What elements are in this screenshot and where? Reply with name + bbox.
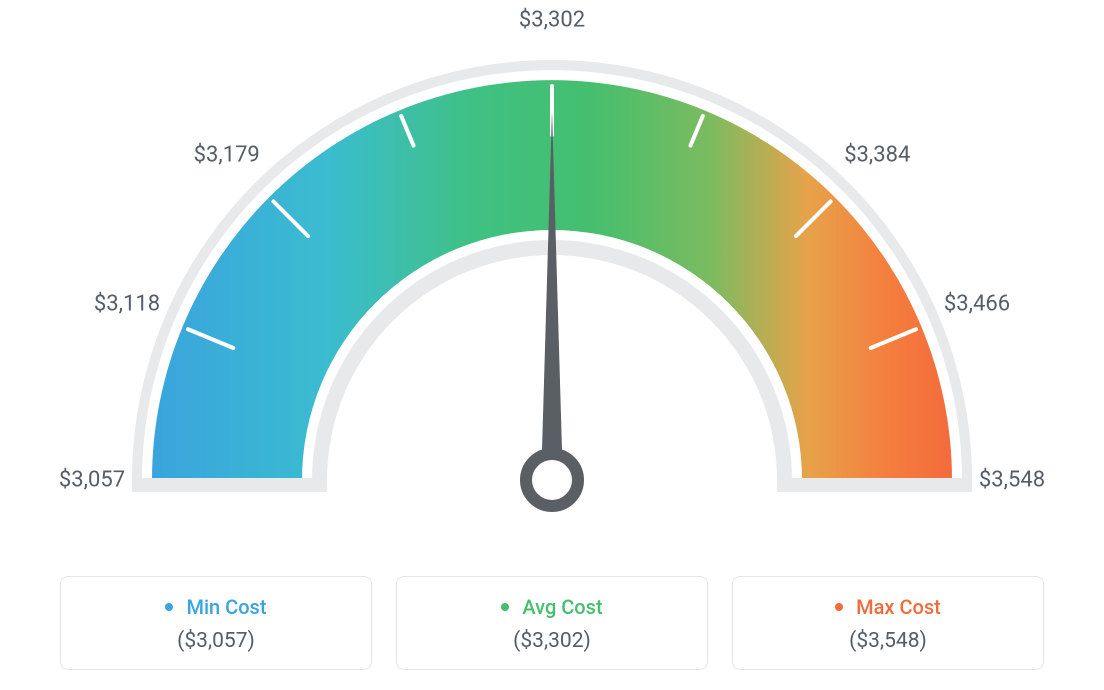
min-cost-title: Min Cost — [69, 595, 363, 619]
avg-dot-icon — [501, 603, 509, 611]
cost-gauge-chart: $3,057 $3,118 $3,179 $3,302 $3,384 $3,466 $3,5… — [0, 0, 1104, 540]
avg-cost-label: Avg Cost — [522, 595, 602, 619]
avg-cost-title: Avg Cost — [405, 595, 699, 619]
gauge-tick-label: $3,548 — [979, 468, 1045, 493]
gauge-tick-label: $3,057 — [59, 468, 125, 493]
max-cost-title: Max Cost — [741, 595, 1035, 619]
max-cost-label: Max Cost — [856, 595, 941, 619]
summary-cards: Min Cost ($3,057) Avg Cost ($3,302) Max … — [60, 576, 1044, 670]
avg-cost-value: ($3,302) — [405, 629, 699, 653]
min-cost-label: Min Cost — [186, 595, 266, 619]
gauge-tick-label: $3,302 — [519, 8, 585, 33]
min-cost-card: Min Cost ($3,057) — [60, 576, 372, 670]
gauge-tick-label: $3,384 — [844, 142, 910, 167]
avg-cost-card: Avg Cost ($3,302) — [396, 576, 708, 670]
min-dot-icon — [165, 603, 173, 611]
gauge-tick-label: $3,179 — [194, 142, 260, 167]
gauge-tick-label: $3,466 — [944, 291, 1010, 316]
min-cost-value: ($3,057) — [69, 629, 363, 653]
max-cost-value: ($3,548) — [741, 629, 1035, 653]
max-dot-icon — [835, 603, 843, 611]
max-cost-card: Max Cost ($3,548) — [732, 576, 1044, 670]
gauge-tick-label: $3,118 — [94, 291, 160, 316]
